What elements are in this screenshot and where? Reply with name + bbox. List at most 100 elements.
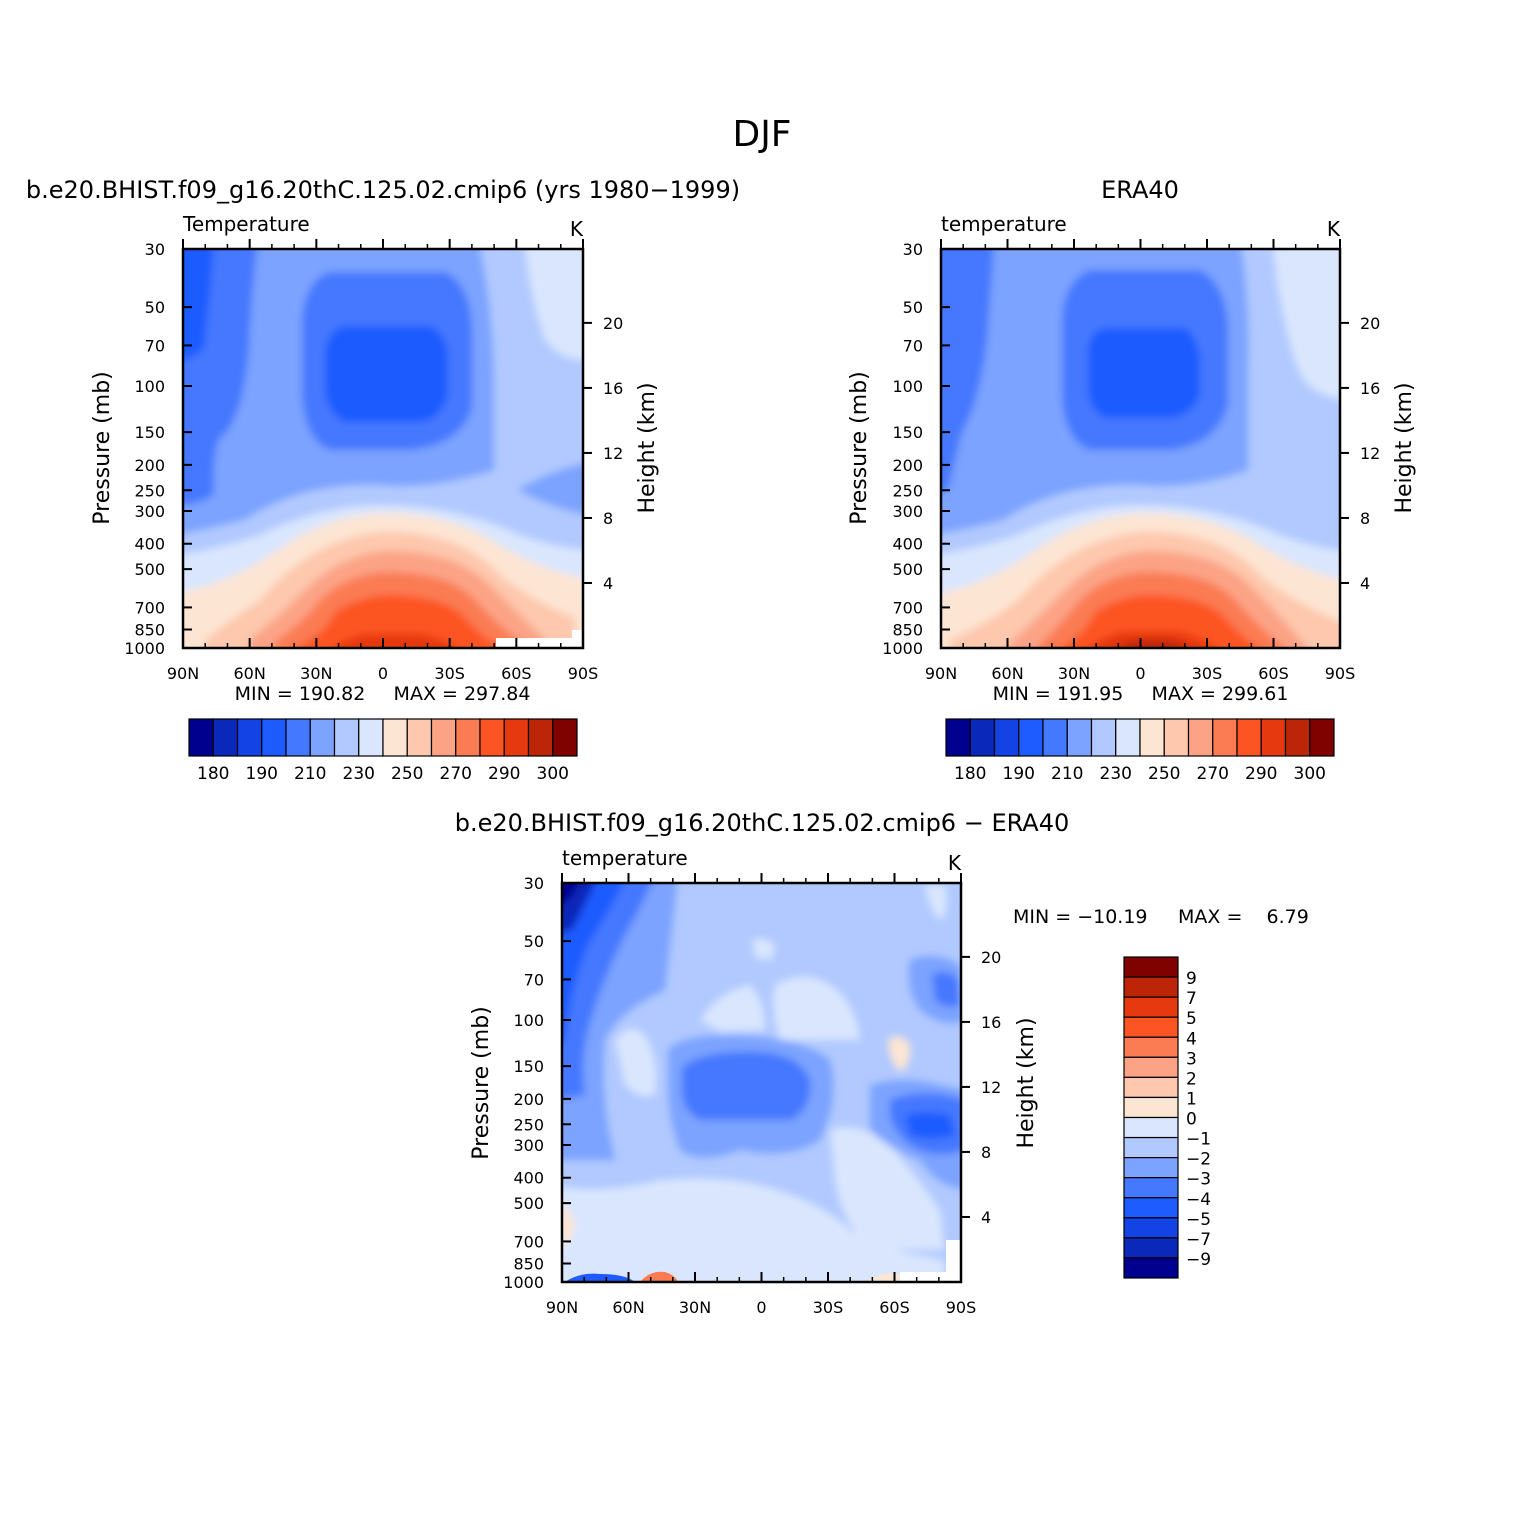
- contour-fill: [1272, 249, 1340, 399]
- colorbar-swatch: [430, 718, 457, 757]
- colorbar-swatch: [1123, 1056, 1179, 1078]
- y-tick-label: 400: [513, 1169, 544, 1188]
- colorbar-swatch: [1123, 1177, 1179, 1199]
- y-tick-label: 50: [145, 298, 165, 317]
- contour-fill: [565, 1273, 635, 1282]
- missing-data-patch: [572, 630, 583, 648]
- missing-data-patch: [900, 1272, 946, 1282]
- colorbar-label: 190: [246, 764, 278, 784]
- panel-title: ERA40: [1101, 176, 1179, 204]
- y2-axis-label: Height (km): [1014, 1017, 1039, 1148]
- colorbar-label: 210: [1051, 764, 1083, 784]
- y-tick-label: 150: [134, 423, 165, 442]
- y-tick-label: 850: [892, 621, 923, 640]
- colorbar-swatch: [1123, 1036, 1179, 1058]
- max-label: MAX = 297.84: [394, 683, 531, 705]
- x-tick-label: 60N: [612, 1298, 644, 1317]
- colorbar-swatch: [406, 718, 433, 757]
- y-tick-label: 850: [513, 1255, 544, 1274]
- y-tick-label: 200: [134, 456, 165, 475]
- y2-tick-label: 12: [981, 1078, 1001, 1097]
- y2-axis-label: Height (km): [1392, 382, 1417, 513]
- colorbar-swatch: [1123, 1157, 1179, 1179]
- y-tick-label: 1000: [124, 639, 165, 658]
- units-label: K: [948, 851, 962, 875]
- x-tick-label: 0: [756, 1298, 766, 1317]
- y2-tick-label: 8: [1360, 509, 1370, 528]
- colorbar-swatch: [1123, 1016, 1179, 1038]
- colorbar-label: 270: [440, 764, 472, 784]
- colorbar-swatch: [309, 718, 336, 757]
- x-tick-label: 90N: [167, 664, 199, 683]
- x-tick-label: 30N: [679, 1298, 711, 1317]
- y-tick-label: 1000: [882, 639, 923, 658]
- contour-fill: [524, 249, 583, 361]
- colorbar-label: 180: [954, 764, 986, 784]
- colorbar-swatch: [1115, 718, 1141, 757]
- colorbar-label: 190: [1003, 764, 1035, 784]
- colorbar-label: 270: [1197, 764, 1229, 784]
- panel-title: b.e20.BHIST.f09_g16.20thC.125.02.cmip6 −…: [455, 809, 1070, 837]
- contour-fill: [682, 1051, 811, 1120]
- colorbar-label: 3: [1186, 1049, 1197, 1069]
- x-tick-label: 90S: [568, 664, 599, 683]
- y-tick-label: 300: [513, 1136, 544, 1155]
- variable-label: Temperature: [182, 212, 310, 236]
- colorbar-label: 180: [197, 764, 229, 784]
- contour-fill: [888, 1036, 911, 1072]
- contour-fill: [752, 938, 775, 960]
- colorbar-label: 0: [1186, 1110, 1197, 1130]
- colorbar-label: −7: [1186, 1230, 1211, 1250]
- contour-fill: [1088, 328, 1200, 418]
- x-tick-label: 30N: [1058, 664, 1090, 683]
- contour-fill: [562, 883, 624, 1042]
- colorbar-swatch: [1212, 718, 1238, 757]
- colorbar-swatch: [358, 718, 384, 757]
- y2-tick-label: 12: [1360, 444, 1380, 463]
- colorbar-label: −2: [1186, 1150, 1211, 1170]
- colorbar-label: 300: [537, 764, 569, 784]
- units-label: K: [1327, 217, 1341, 241]
- colorbar-label: 250: [391, 764, 423, 784]
- colorbar-swatch: [455, 718, 481, 757]
- panel-title: b.e20.BHIST.f09_g16.20thC.125.02.cmip6 (…: [26, 176, 740, 204]
- contour-fill: [941, 249, 994, 493]
- y2-tick-label: 20: [603, 314, 623, 333]
- colorbar-swatch: [1139, 718, 1165, 757]
- x-tick-label: 60S: [501, 664, 532, 683]
- colorbar-label: 250: [1148, 764, 1180, 784]
- y-tick-label: 150: [513, 1057, 544, 1076]
- colorbar-swatch: [1236, 718, 1262, 757]
- contour-fill: [1061, 595, 1259, 648]
- min-label: MIN = −10.19: [1013, 906, 1148, 928]
- contour-fill: [333, 634, 457, 648]
- y-tick-label: 30: [524, 874, 544, 893]
- contour-fill: [773, 976, 860, 1040]
- colorbar-swatch: [1123, 956, 1179, 978]
- colorbar-swatch: [1042, 718, 1068, 757]
- colorbar-swatch: [1309, 718, 1335, 757]
- contour-fill: [615, 1028, 657, 1097]
- contour-fill: [905, 1112, 955, 1139]
- contour-fill: [295, 595, 502, 648]
- y-tick-label: 100: [134, 377, 165, 396]
- y-tick-label: 150: [892, 423, 923, 442]
- y2-tick-label: 16: [981, 1013, 1001, 1032]
- contour-fill: [700, 985, 765, 1032]
- y2-tick-label: 4: [603, 574, 613, 593]
- x-tick-label: 60N: [234, 664, 266, 683]
- colorbar-swatch: [1123, 1096, 1179, 1119]
- missing-data-patch: [946, 1240, 961, 1282]
- contour-fill: [183, 249, 214, 361]
- contour-fill: [830, 1127, 945, 1250]
- colorbar-swatch: [503, 718, 530, 757]
- colorbar-swatch: [1187, 718, 1214, 757]
- y-tick-label: 50: [903, 298, 923, 317]
- colorbar-label: 7: [1186, 989, 1197, 1009]
- y-tick-label: 500: [892, 560, 923, 579]
- y-tick-label: 70: [145, 336, 165, 355]
- colorbar-swatch: [969, 718, 996, 757]
- x-tick-label: 90N: [925, 664, 957, 683]
